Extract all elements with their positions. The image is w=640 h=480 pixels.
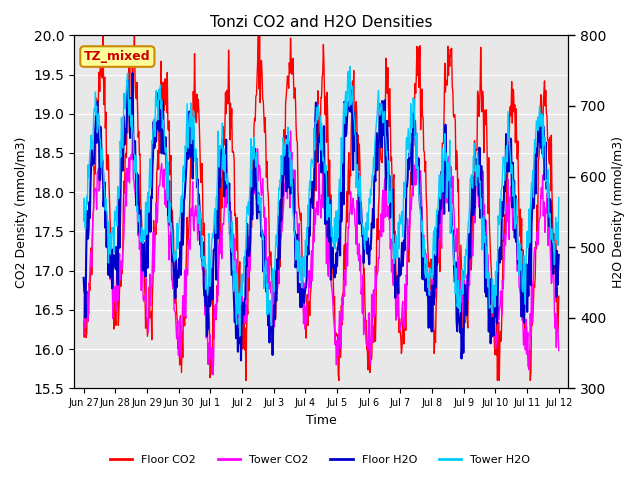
Y-axis label: H2O Density (mmol/m3): H2O Density (mmol/m3) bbox=[612, 136, 625, 288]
X-axis label: Time: Time bbox=[306, 414, 337, 427]
Y-axis label: CO2 Density (mmol/m3): CO2 Density (mmol/m3) bbox=[15, 136, 28, 288]
Text: TZ_mixed: TZ_mixed bbox=[84, 50, 150, 63]
Title: Tonzi CO2 and H2O Densities: Tonzi CO2 and H2O Densities bbox=[210, 15, 433, 30]
Legend: Floor CO2, Tower CO2, Floor H2O, Tower H2O: Floor CO2, Tower CO2, Floor H2O, Tower H… bbox=[105, 451, 535, 469]
